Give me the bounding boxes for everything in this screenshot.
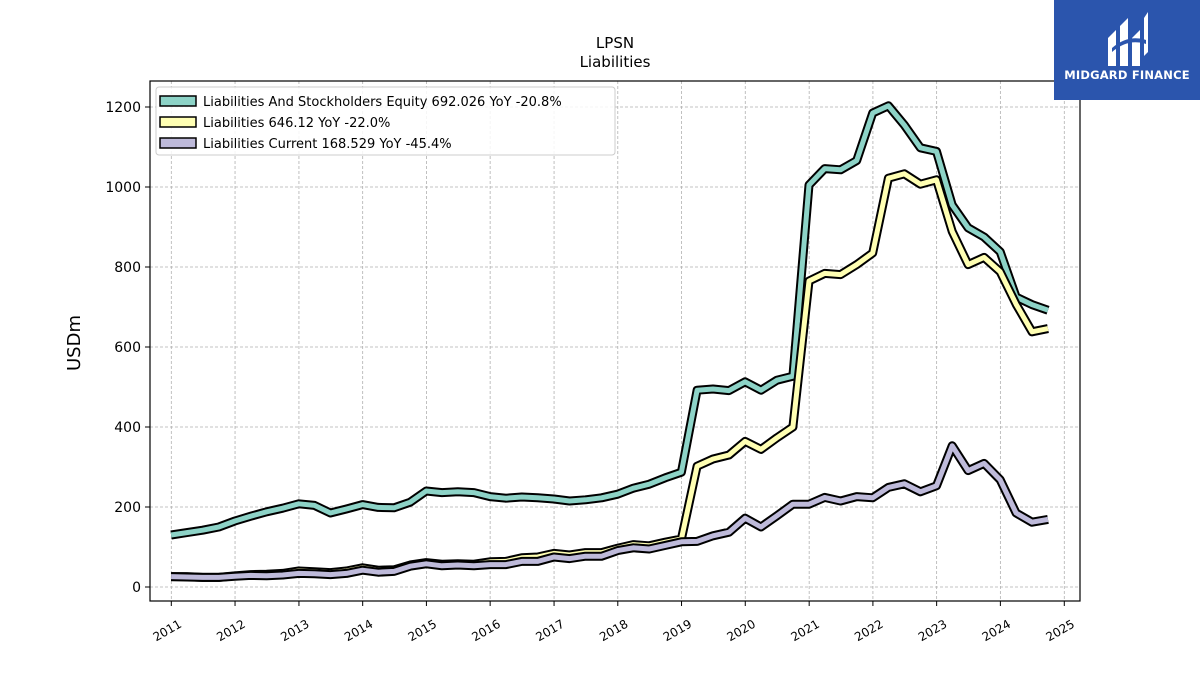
- series-line: [170, 103, 1049, 538]
- series-1: [170, 101, 1050, 540]
- x-tick-label: 2023: [916, 617, 949, 644]
- series-layer: [170, 101, 1050, 582]
- series-line: [171, 171, 1049, 580]
- plot-frame: [149, 80, 1081, 602]
- brand-mark-icon: [1108, 12, 1148, 66]
- y-axis-label: USDm: [64, 315, 85, 371]
- legend-swatch: [159, 95, 197, 107]
- y-tick-label: 800: [114, 260, 141, 276]
- series-line-outline: [170, 441, 1049, 582]
- legend: Liabilities And Stockholders Equity 692.…: [155, 86, 616, 156]
- legend-swatch: [159, 137, 197, 149]
- legend-swatch: [159, 116, 197, 128]
- y-tick-label: 600: [114, 340, 141, 356]
- x-tick-label: 2019: [661, 617, 694, 644]
- brand-name: MIDGARD FINANCE: [1064, 68, 1190, 82]
- x-tick-label: 2017: [533, 617, 566, 644]
- series-line: [171, 443, 1049, 580]
- x-tick-label: 2014: [342, 617, 375, 644]
- y-tick-label: 1200: [105, 100, 141, 116]
- x-tick-label: 2018: [597, 617, 630, 644]
- series-line-outline: [170, 101, 1050, 540]
- x-tick-label: 2015: [406, 617, 439, 644]
- x-tick-label: 2013: [278, 617, 311, 644]
- x-tick-label: 2024: [980, 617, 1013, 644]
- y-tick-label: 0: [132, 580, 141, 596]
- series-line-outline: [171, 169, 1049, 582]
- x-tick-label: 2012: [214, 617, 247, 644]
- y-tick-label: 1000: [105, 180, 141, 196]
- legend-box: [155, 86, 616, 156]
- grid: [150, 81, 1080, 601]
- legend-label: Liabilities And Stockholders Equity 692.…: [203, 95, 562, 110]
- brand-logo: MIDGARD FINANCE: [1054, 0, 1200, 100]
- chart-subtitle: Liabilities: [580, 53, 651, 71]
- legend-label: Liabilities 646.12 YoY -22.0%: [203, 116, 390, 131]
- legend-label: Liabilities Current 168.529 YoY -45.4%: [203, 137, 452, 152]
- y-tick-label: 400: [114, 420, 141, 436]
- series-2: [171, 169, 1049, 582]
- chart-title: LPSN: [596, 34, 634, 52]
- y-tick-label: 200: [114, 500, 141, 516]
- x-tick-label: 2016: [469, 617, 502, 644]
- x-tick-label: 2022: [852, 617, 885, 644]
- x-tick-label: 2020: [725, 617, 758, 644]
- x-tick-label: 2021: [788, 617, 821, 644]
- x-tick-label: 2025: [1044, 617, 1077, 644]
- x-tick-label: 2011: [151, 617, 184, 644]
- series-3: [170, 441, 1049, 582]
